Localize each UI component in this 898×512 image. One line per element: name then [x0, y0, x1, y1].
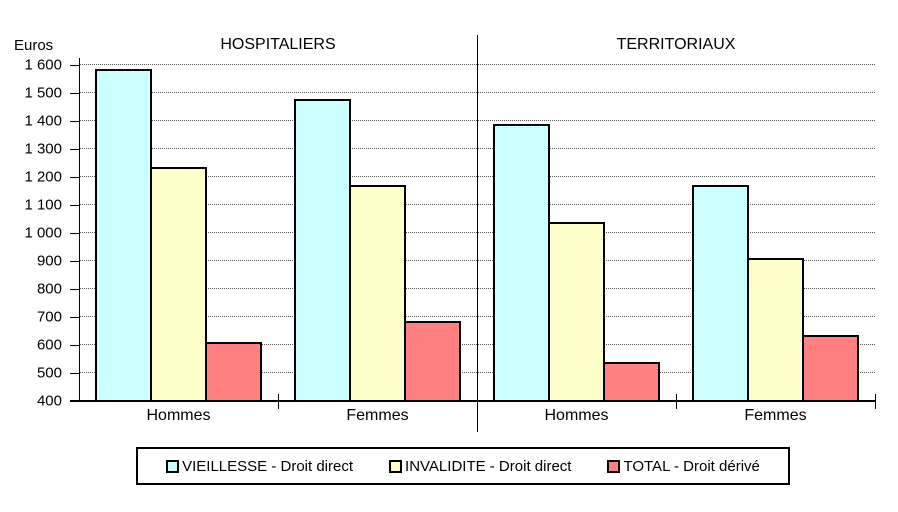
- y-axis-tick-label: 1 500: [24, 84, 62, 102]
- bar-hospitaliers-hommes-2: [205, 342, 262, 402]
- y-axis-tick-label: 900: [36, 252, 62, 270]
- y-axis-tick: [70, 289, 79, 290]
- bar-hospitaliers-hommes-0: [95, 69, 152, 402]
- y-axis-tick: [70, 317, 79, 318]
- legend-label-invalidite: INVALIDITE - Droit direct: [405, 457, 572, 475]
- legend-swatch-vieillesse-icon: [166, 459, 180, 473]
- bar-hospitaliers-hommes-1: [150, 167, 207, 402]
- y-axis-tick: [70, 373, 79, 374]
- legend-swatch-total-icon: [607, 459, 621, 473]
- bar-hospitaliers-femmes-1: [349, 185, 406, 402]
- legend-label-total: TOTAL - Droit dérivé: [623, 457, 760, 475]
- y-axis-tick: [70, 261, 79, 262]
- legend-swatch-invalidite-icon: [389, 459, 403, 473]
- category-boundary-tick: [875, 394, 876, 409]
- y-axis-tick: [70, 65, 79, 66]
- legend-item-invalidite: INVALIDITE - Droit direct: [389, 458, 571, 475]
- y-axis-tick-label: 1 300: [24, 140, 62, 158]
- x-axis-category-label: Femmes: [744, 407, 807, 424]
- y-axis-tick: [70, 177, 79, 178]
- category-boundary-tick: [676, 394, 677, 409]
- y-axis-tick-label: 1 200: [24, 168, 62, 186]
- y-axis-tick-label: 1 600: [24, 56, 62, 74]
- bar-territoriaux-hommes-2: [603, 361, 660, 402]
- bar-territoriaux-femmes-2: [802, 335, 859, 402]
- y-axis-tick-label: 1 400: [24, 112, 62, 130]
- y-axis-unit-label: Euros: [14, 37, 54, 54]
- y-axis-tick-label: 400: [36, 392, 62, 410]
- legend: VIEILLESSE - Droit direct INVALIDITE - D…: [136, 447, 790, 485]
- legend-item-total: TOTAL - Droit dérivé: [607, 457, 760, 475]
- y-axis-tick: [70, 345, 79, 346]
- y-axis-tick: [70, 233, 79, 234]
- x-axis-line: [70, 400, 875, 402]
- category-boundary-tick: [477, 394, 478, 409]
- y-axis-tick-label: 600: [36, 336, 62, 354]
- y-axis-tick-label: 700: [36, 308, 62, 326]
- panel-title-hospitaliers: HOSPITALIERS: [220, 36, 336, 53]
- y-axis-tick-label: 800: [36, 280, 62, 298]
- legend-item-vieillesse: VIEILLESSE - Droit direct: [166, 458, 353, 475]
- y-axis-line: [79, 58, 80, 401]
- bar-hospitaliers-femmes-0: [294, 98, 351, 402]
- y-axis-tick: [70, 93, 79, 94]
- y-axis-tick: [70, 121, 79, 122]
- x-axis-category-label: Femmes: [346, 407, 409, 424]
- x-axis-category-label: Hommes: [146, 407, 211, 424]
- bar-territoriaux-hommes-1: [548, 221, 605, 402]
- panel-divider-line: [477, 35, 478, 432]
- y-axis-tick: [70, 149, 79, 150]
- y-axis-tick-label: 500: [36, 364, 62, 382]
- bar-hospitaliers-femmes-2: [404, 321, 461, 402]
- y-axis-tick: [70, 205, 79, 206]
- y-axis-tick-label: 1 100: [24, 196, 62, 214]
- bar-territoriaux-femmes-0: [692, 185, 749, 402]
- legend-label-vieillesse: VIEILLESSE - Droit direct: [182, 457, 354, 475]
- panel-title-territoriaux: TERRITORIAUX: [616, 36, 736, 53]
- bar-territoriaux-hommes-0: [493, 123, 550, 402]
- y-axis-tick-label: 1 000: [24, 224, 62, 242]
- x-axis-category-label: Hommes: [544, 407, 609, 424]
- category-boundary-tick: [278, 394, 279, 409]
- bar-territoriaux-femmes-1: [747, 258, 804, 402]
